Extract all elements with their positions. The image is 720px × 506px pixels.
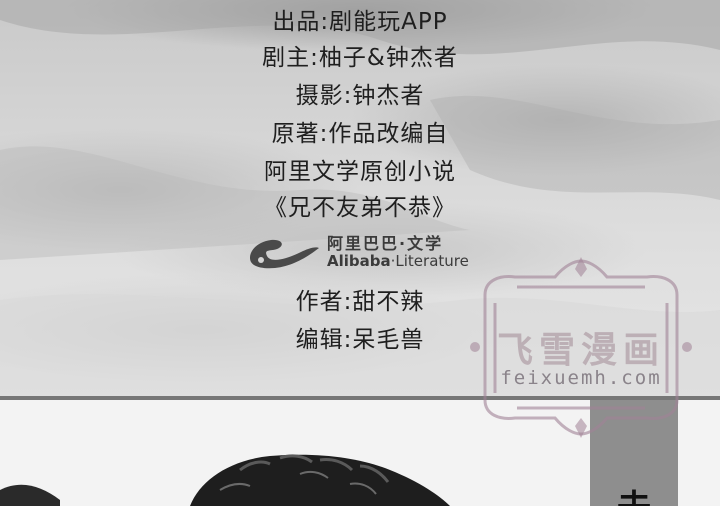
credit-producer: 出品:剧能玩APP	[272, 9, 448, 35]
credit-original: 原著:作品改编自	[271, 121, 449, 147]
photo-panel: 去	[0, 400, 720, 506]
logo-english-rest: ·Literature	[390, 252, 469, 270]
section-divider	[0, 396, 720, 400]
credit-photography: 摄影:钟杰者	[295, 83, 425, 109]
ink-wash-background	[0, 0, 720, 398]
credit-author: 作者:甜不辣	[295, 289, 425, 315]
watermark-url: feixuemh.com	[500, 367, 662, 389]
side-tab-char: 去	[590, 480, 678, 506]
credits-panel: 出品:剧能玩APP 剧主:柚子&钟杰者 摄影:钟杰者 原著:作品改编自 阿里文学…	[0, 0, 720, 398]
credit-novel-title: 《兄不友弟不恭》	[264, 195, 456, 221]
portrait-photo	[0, 454, 450, 506]
ornate-frame-icon	[470, 257, 692, 438]
alibaba-logo-icon	[249, 239, 319, 269]
logo-chinese-name: 阿里巴巴·文学	[327, 234, 444, 253]
credit-source-platform: 阿里文学原创小说	[264, 159, 456, 185]
watermark-title: 飞雪漫画	[496, 330, 665, 371]
logo-english-bold: Alibaba	[327, 252, 391, 270]
credit-editor: 编辑:呆毛兽	[295, 327, 425, 353]
logo-english-name: Alibaba·Literature	[327, 252, 469, 270]
credit-screenwriter: 剧主:柚子&钟杰者	[262, 45, 458, 71]
alibaba-literature-logo: 阿里巴巴·文学 Alibaba·Literature	[245, 228, 485, 276]
watermark-stamp: 飞雪漫画 feixuemh.com	[455, 255, 707, 440]
